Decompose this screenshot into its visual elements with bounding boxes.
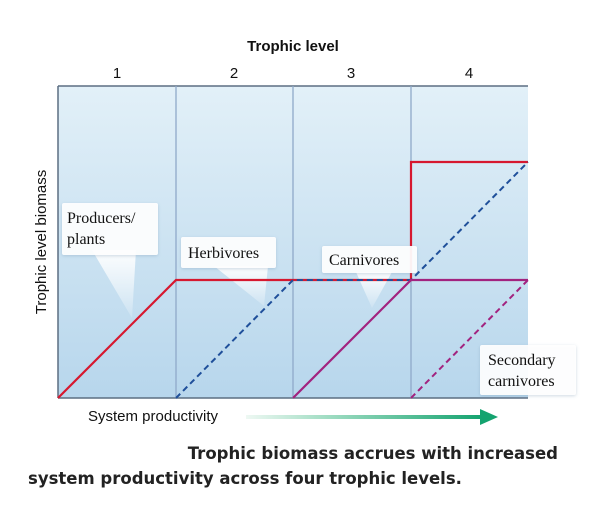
trophic-level-1-label: 1 bbox=[113, 65, 121, 82]
producers-callout-box bbox=[62, 203, 158, 255]
caption-line-2: system productivity across four trophic … bbox=[28, 469, 462, 488]
secondary-carnivores-line bbox=[410, 279, 529, 399]
productivity-arrow-head bbox=[480, 409, 498, 425]
herbivores-line bbox=[175, 161, 529, 399]
producers-callout-line1: Producers/ bbox=[67, 210, 136, 227]
herbivores-callout-box bbox=[181, 237, 276, 268]
trophic-level-4-label: 4 bbox=[465, 65, 473, 82]
carnivores-callout-box bbox=[322, 246, 417, 273]
y-axis-label: Trophic level biomass bbox=[33, 170, 50, 315]
caption-line-1: Trophic biomass accrues with increased bbox=[187, 444, 558, 463]
trophic-level-3-label: 3 bbox=[347, 65, 355, 82]
carnivores-callout-text: Carnivores bbox=[329, 252, 399, 269]
trophic-level-title: Trophic level bbox=[247, 38, 339, 55]
x-axis-label: System productivity bbox=[88, 408, 219, 425]
herbivores-callout-pointer bbox=[214, 266, 268, 306]
herbivores-callout-text: Herbivores bbox=[188, 245, 259, 262]
trophic-level-2-label: 2 bbox=[230, 65, 238, 82]
carnivores-line bbox=[292, 278, 528, 399]
secondary-carnivores-line2: carnivores bbox=[488, 373, 555, 390]
producers-callout-pointer bbox=[92, 250, 136, 318]
figure-caption: Trophic biomass accrues with increased s… bbox=[28, 441, 576, 491]
productivity-arrow-shaft bbox=[246, 415, 482, 419]
secondary-carnivores-line1: Secondary bbox=[488, 352, 556, 369]
secondary-carnivores-callout-box bbox=[480, 345, 576, 395]
producers-callout-line2: plants bbox=[67, 231, 105, 248]
